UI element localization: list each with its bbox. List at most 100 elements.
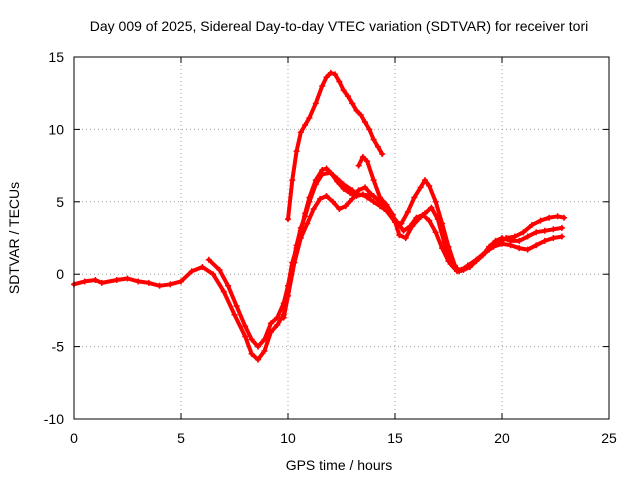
data-point bbox=[327, 69, 334, 76]
series-line bbox=[382, 207, 564, 272]
data-point bbox=[156, 282, 163, 289]
data-point bbox=[353, 107, 360, 114]
data-point bbox=[426, 217, 433, 224]
data-point bbox=[364, 158, 371, 165]
data-point bbox=[370, 198, 377, 205]
data-point bbox=[297, 235, 304, 241]
data-point bbox=[347, 190, 354, 197]
x-tick-label: 0 bbox=[70, 430, 78, 446]
data-point bbox=[306, 114, 313, 121]
x-tick-label: 10 bbox=[280, 430, 296, 446]
data-point bbox=[355, 187, 362, 194]
data-point bbox=[344, 93, 351, 100]
data-point bbox=[319, 166, 326, 173]
data-point bbox=[404, 208, 411, 215]
series-track-3 bbox=[285, 69, 386, 223]
data-point bbox=[370, 136, 377, 143]
data-point bbox=[400, 227, 407, 234]
data-point bbox=[349, 100, 356, 107]
data-point bbox=[92, 276, 99, 283]
y-tick-label: 15 bbox=[48, 49, 64, 65]
data-point bbox=[210, 271, 217, 278]
data-point bbox=[323, 74, 330, 81]
plot-frame bbox=[73, 56, 610, 420]
data-point bbox=[359, 191, 366, 198]
data-point bbox=[541, 227, 548, 234]
data-point bbox=[188, 268, 195, 275]
data-point bbox=[362, 119, 369, 126]
data-point bbox=[319, 82, 326, 89]
data-point bbox=[267, 320, 274, 327]
data-point bbox=[113, 276, 120, 283]
data-point bbox=[511, 233, 518, 240]
data-point bbox=[145, 279, 152, 286]
data-point bbox=[558, 224, 565, 231]
data-point bbox=[285, 216, 291, 223]
data-point bbox=[533, 242, 540, 249]
data-point bbox=[255, 343, 262, 350]
data-point bbox=[359, 153, 366, 160]
data-point bbox=[451, 265, 458, 272]
data-point bbox=[426, 182, 433, 189]
data-point bbox=[550, 235, 557, 241]
data-point bbox=[327, 169, 334, 176]
data-point bbox=[135, 278, 142, 285]
y-tick-label: 5 bbox=[56, 194, 64, 210]
data-point bbox=[342, 203, 349, 210]
data-point bbox=[355, 162, 362, 169]
data-point bbox=[481, 249, 488, 256]
data-point bbox=[205, 256, 212, 263]
series-line bbox=[72, 170, 387, 362]
data-series bbox=[71, 69, 568, 363]
data-point bbox=[242, 323, 249, 330]
data-point bbox=[225, 282, 232, 289]
data-point bbox=[546, 214, 553, 221]
data-point bbox=[499, 240, 505, 247]
y-tick-label: 0 bbox=[56, 266, 64, 282]
data-point bbox=[417, 184, 424, 191]
data-point bbox=[387, 210, 394, 217]
data-point bbox=[81, 278, 88, 285]
series-line bbox=[281, 185, 374, 320]
data-point bbox=[492, 237, 499, 244]
data-point bbox=[541, 237, 548, 244]
data-point bbox=[280, 314, 287, 321]
data-point bbox=[289, 177, 296, 184]
data-point bbox=[441, 239, 448, 246]
series-line bbox=[206, 166, 567, 349]
y-tick-label: -10 bbox=[44, 411, 64, 427]
data-point bbox=[248, 350, 255, 357]
data-point bbox=[199, 263, 206, 270]
data-point bbox=[421, 177, 428, 184]
data-point bbox=[216, 266, 223, 273]
x-tick-label: 20 bbox=[494, 430, 510, 446]
data-point bbox=[402, 235, 409, 241]
data-point bbox=[428, 204, 435, 211]
data-point bbox=[516, 245, 523, 252]
series-track-5 bbox=[381, 206, 565, 273]
y-tick-label: -5 bbox=[52, 339, 65, 355]
data-point bbox=[464, 262, 471, 269]
data-point bbox=[383, 201, 390, 208]
data-point bbox=[458, 266, 465, 273]
data-point bbox=[231, 311, 238, 318]
data-point bbox=[377, 203, 384, 210]
data-point bbox=[336, 206, 343, 213]
data-point bbox=[499, 235, 505, 241]
series-line bbox=[286, 70, 385, 222]
data-point bbox=[293, 148, 300, 155]
x-tick-label: 15 bbox=[387, 430, 403, 446]
data-point bbox=[524, 233, 531, 240]
data-point bbox=[379, 151, 386, 158]
data-point bbox=[220, 288, 227, 295]
data-point bbox=[274, 321, 281, 328]
data-point bbox=[561, 214, 568, 221]
data-point bbox=[394, 219, 401, 226]
data-point bbox=[419, 211, 426, 218]
data-point bbox=[274, 314, 281, 321]
y-tick-label: 10 bbox=[48, 121, 64, 137]
data-point bbox=[473, 256, 480, 263]
data-point bbox=[248, 336, 255, 343]
data-point bbox=[528, 221, 535, 228]
data-point bbox=[537, 217, 544, 224]
